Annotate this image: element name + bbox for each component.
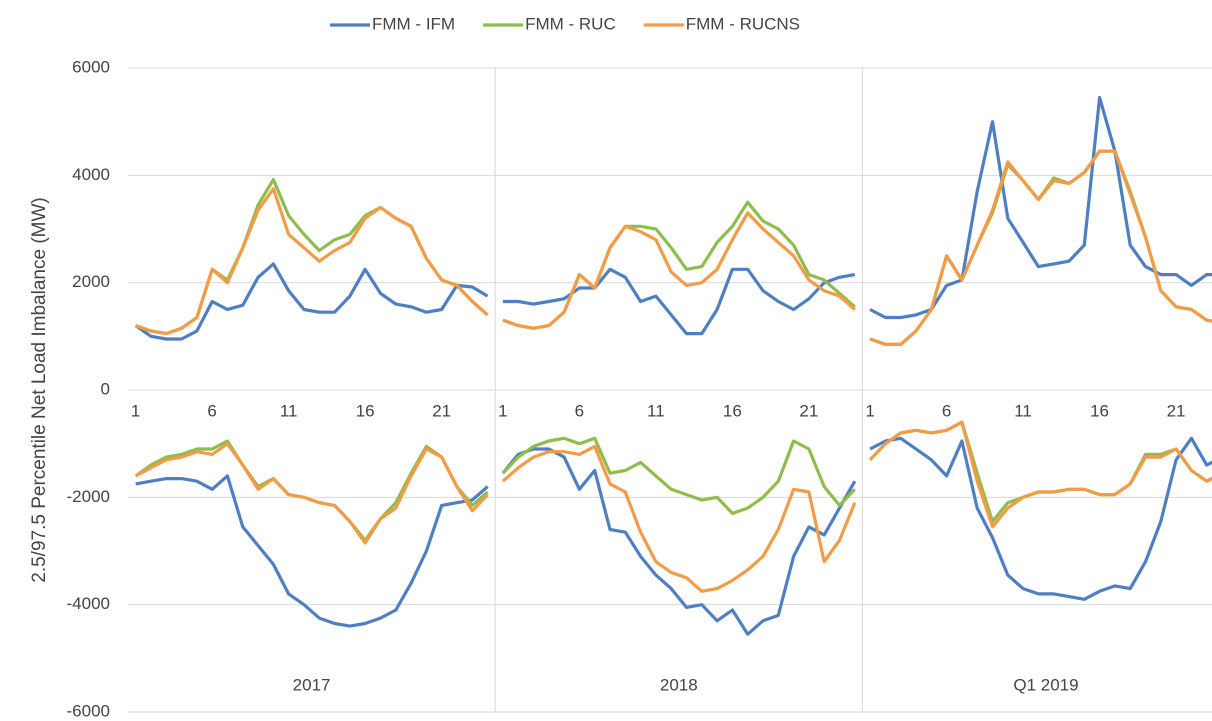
x-tick-label: 11 xyxy=(647,401,665,420)
y-tick-label: -6000 xyxy=(67,701,110,720)
series-line xyxy=(868,420,1212,524)
series-line xyxy=(869,149,1212,346)
y-tick-label: 6000 xyxy=(72,57,110,76)
series-line xyxy=(501,436,856,515)
legend-label: FMM - RUCNS xyxy=(686,14,800,33)
x-tick-label: 16 xyxy=(723,401,742,420)
x-tick-label: 1 xyxy=(865,401,874,420)
series-line xyxy=(134,262,489,341)
y-tick-label: 4000 xyxy=(72,165,110,184)
y-tick-label: -2000 xyxy=(67,487,110,506)
x-tick-label: 1 xyxy=(498,401,507,420)
x-tick-label: 1 xyxy=(131,401,140,420)
y-tick-label: 2000 xyxy=(72,272,110,291)
x-tick-label: 6 xyxy=(575,401,584,420)
series-line xyxy=(502,267,856,336)
series-line xyxy=(869,95,1212,320)
group-label: 2017 xyxy=(293,675,331,694)
y-axis-label: 2.5/97.5 Percentile Net Load Imbalance (… xyxy=(29,197,50,582)
y-tick-label: -4000 xyxy=(67,594,110,613)
series-line xyxy=(868,420,1212,529)
series-line xyxy=(501,444,857,593)
x-tick-label: 16 xyxy=(1090,401,1109,420)
x-tick-label: 11 xyxy=(280,401,298,420)
series-line xyxy=(502,211,856,330)
group-label: Q1 2019 xyxy=(1013,675,1078,694)
x-tick-label: 6 xyxy=(207,401,216,420)
x-tick-label: 6 xyxy=(942,401,951,420)
x-tick-label: 21 xyxy=(1167,401,1186,420)
x-tick-label: 11 xyxy=(1014,401,1032,420)
group-label: 2018 xyxy=(660,675,698,694)
series-line xyxy=(134,442,489,545)
x-tick-label: 21 xyxy=(432,401,451,420)
series-line xyxy=(135,187,489,336)
x-tick-label: 16 xyxy=(356,401,375,420)
legend-label: FMM - RUC xyxy=(525,14,616,33)
series-line xyxy=(135,474,489,628)
series-line xyxy=(869,436,1212,601)
series-line xyxy=(869,149,1212,346)
series-line xyxy=(501,447,857,636)
series-line xyxy=(502,200,856,330)
y-tick-label: 0 xyxy=(101,379,110,398)
legend-label: FMM - IFM xyxy=(372,14,455,33)
x-tick-label: 21 xyxy=(799,401,818,420)
